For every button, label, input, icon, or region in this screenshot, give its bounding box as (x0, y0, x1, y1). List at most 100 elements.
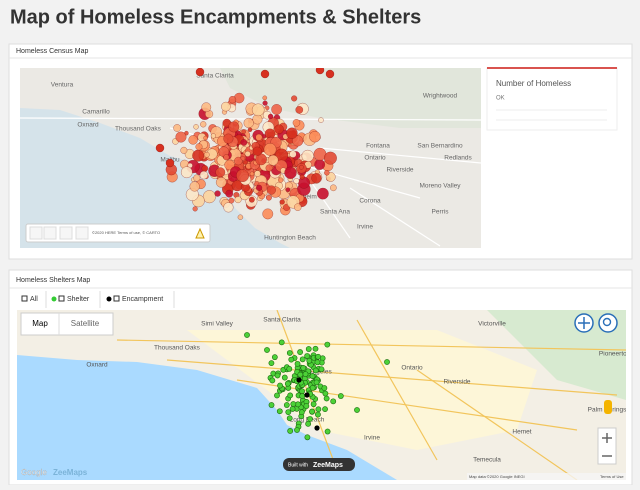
shelter-dot[interactable] (294, 360, 301, 367)
shelter-dot[interactable] (305, 420, 312, 427)
census-dot[interactable] (202, 190, 216, 204)
shelter-dot[interactable] (312, 367, 319, 374)
census-dot[interactable] (318, 117, 324, 123)
shelter-dot[interactable] (287, 392, 294, 399)
census-dot[interactable] (299, 174, 305, 180)
shelter-dot[interactable] (284, 380, 291, 387)
census-dot[interactable] (317, 187, 329, 200)
checkbox[interactable] (113, 295, 120, 302)
census-dot[interactable] (225, 189, 234, 198)
census-dot[interactable] (252, 146, 262, 156)
census-dot[interactable] (236, 169, 249, 182)
census-dot[interactable] (301, 149, 314, 163)
census-dot[interactable] (165, 158, 175, 168)
census-dot[interactable] (271, 104, 282, 115)
census-dot[interactable] (260, 69, 270, 79)
shelter-dot[interactable] (306, 357, 313, 364)
shelter-dot[interactable] (315, 411, 321, 418)
census-dot[interactable] (228, 121, 240, 133)
census-dot[interactable] (180, 166, 193, 179)
shelter-dot[interactable] (288, 356, 295, 363)
census-dot[interactable] (254, 170, 261, 177)
census-dot[interactable] (266, 194, 272, 201)
census-dot[interactable] (244, 150, 251, 157)
census-dot[interactable] (192, 149, 205, 162)
shelter-dot[interactable] (268, 402, 275, 408)
encampment-dot[interactable] (304, 392, 310, 398)
shelter-dot[interactable] (309, 384, 316, 391)
shelter-dot[interactable] (274, 392, 280, 399)
census-dot[interactable] (215, 167, 226, 178)
shelter-dot[interactable] (313, 379, 320, 386)
shelter-dot[interactable] (287, 428, 294, 434)
census-dot[interactable] (223, 202, 234, 213)
shelter-dot[interactable] (285, 409, 292, 416)
census-dot[interactable] (203, 135, 208, 141)
shelter-dot[interactable] (322, 406, 328, 413)
census-dot[interactable] (193, 124, 199, 130)
census-dot[interactable] (234, 196, 242, 204)
census-dot[interactable] (330, 184, 337, 192)
census-dot[interactable] (199, 170, 209, 180)
shelter-dot[interactable] (274, 372, 281, 379)
census-dot[interactable] (314, 159, 326, 170)
shelter-dot[interactable] (310, 401, 317, 408)
census-dot[interactable] (255, 133, 263, 141)
info-button[interactable] (75, 226, 89, 240)
census-dot[interactable] (214, 190, 221, 197)
census-dot[interactable] (324, 170, 330, 176)
census-dot[interactable] (201, 102, 212, 113)
census-dot[interactable] (210, 133, 216, 139)
census-dot[interactable] (262, 95, 268, 101)
shelter-dot[interactable] (318, 366, 325, 373)
census-dot[interactable] (247, 127, 253, 132)
census-dot[interactable] (200, 121, 207, 128)
shelter-dot[interactable] (321, 385, 328, 391)
census-dot[interactable] (311, 173, 322, 184)
encampment-dot[interactable] (314, 425, 320, 431)
census-dot[interactable] (175, 131, 187, 143)
shelter-dot[interactable] (330, 398, 337, 405)
map-terms[interactable]: Terms of Use (600, 474, 624, 479)
census-dot[interactable] (315, 66, 325, 75)
census-dot[interactable] (240, 139, 248, 146)
shelter-dot[interactable] (309, 408, 315, 415)
search-button[interactable] (598, 313, 618, 333)
shelter-dot[interactable] (299, 356, 306, 363)
shelter-dot[interactable] (297, 371, 304, 378)
census-dot[interactable] (189, 181, 200, 192)
census-dot[interactable] (266, 185, 276, 195)
shelter-dot[interactable] (384, 359, 390, 365)
checkbox[interactable] (58, 295, 65, 302)
shelter-dot[interactable] (289, 406, 296, 412)
shelter-dot[interactable] (269, 377, 276, 384)
shelter-dot[interactable] (323, 395, 330, 402)
shelter-dot[interactable] (304, 353, 311, 359)
zoom-out-button[interactable] (29, 226, 43, 240)
census-dot[interactable] (224, 159, 235, 171)
shelter-dot[interactable] (278, 339, 285, 346)
census-dot[interactable] (155, 143, 165, 153)
census-dot[interactable] (292, 119, 301, 127)
zoom-in-button[interactable] (43, 226, 57, 240)
census-dot[interactable] (292, 135, 304, 147)
pegman[interactable] (604, 400, 612, 414)
census-dot[interactable] (248, 196, 255, 203)
census-dot[interactable] (195, 143, 203, 151)
built-with-badge[interactable] (283, 458, 355, 471)
census-dot[interactable] (255, 184, 263, 191)
census-dot[interactable] (240, 155, 246, 161)
shelter-dot[interactable] (305, 346, 312, 352)
shelter-dot[interactable] (303, 403, 310, 409)
census-dot[interactable] (215, 177, 227, 188)
census-dot[interactable] (201, 165, 209, 172)
checkbox[interactable] (21, 295, 28, 302)
map-type-button[interactable]: Map (32, 319, 48, 328)
zoom-control[interactable] (597, 427, 617, 465)
census-dot[interactable] (299, 164, 304, 170)
shelter-dot[interactable] (315, 406, 322, 413)
census-dot[interactable] (293, 178, 300, 185)
shelter-dot[interactable] (271, 354, 278, 361)
census-dot[interactable] (263, 143, 277, 156)
